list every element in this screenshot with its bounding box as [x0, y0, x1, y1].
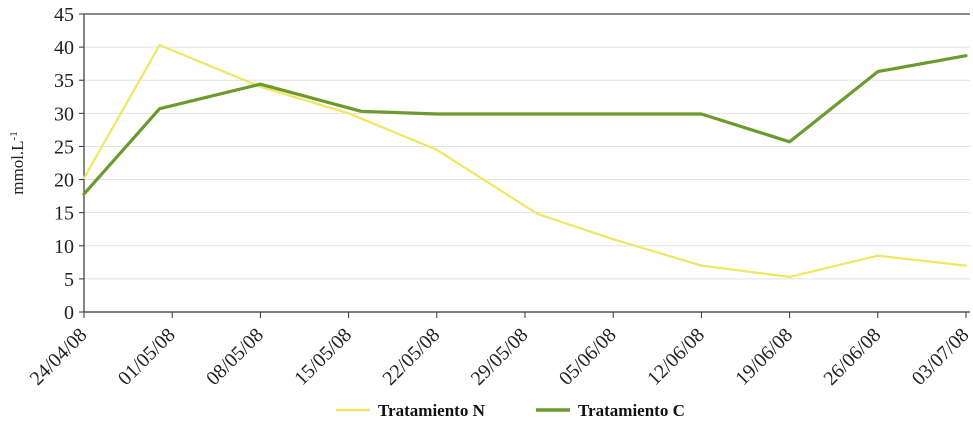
legend-label: Tratamiento C	[578, 401, 685, 420]
y-tick-label: 15	[54, 203, 74, 225]
legend-label: Tratamiento N	[378, 401, 486, 420]
legend: Tratamiento N Tratamiento C	[336, 401, 685, 420]
x-tick-label: 12/06/08	[643, 324, 709, 390]
x-tick-label: 29/05/08	[467, 324, 533, 390]
grid-lines	[84, 13, 970, 280]
y-tick-label: 30	[54, 103, 74, 125]
y-axis-label-unit: mmol.L	[8, 140, 27, 194]
x-tick-label: 08/05/08	[202, 324, 268, 390]
series-line-tratamiento-n	[82, 44, 968, 278]
y-tick-label: 45	[54, 4, 74, 26]
y-tick-label: 0	[64, 302, 74, 324]
y-tick-label: 40	[54, 37, 74, 59]
y-tick-label: 5	[64, 269, 74, 291]
x-tick-label: 26/06/08	[819, 324, 885, 390]
x-tick-label: 01/05/08	[114, 324, 180, 390]
x-tick-label: 03/07/08	[908, 324, 973, 390]
y-tick-label: 35	[54, 70, 74, 92]
y-axis-label-superscript: -1	[8, 131, 20, 140]
x-tick-label: 24/04/08	[26, 324, 92, 390]
x-tick-label: 05/06/08	[555, 324, 621, 390]
x-tick-labels: 24/04/08 01/05/08 08/05/08 15/05/08 22/05/08…	[26, 312, 973, 390]
y-axis-label: mmol.L-1	[8, 131, 27, 194]
x-tick-label: 19/06/08	[731, 324, 797, 390]
y-tick-label: 10	[54, 236, 74, 258]
x-tick-label: 15/05/08	[290, 324, 356, 390]
series-lines	[82, 44, 968, 278]
y-tick-label: 20	[54, 170, 74, 192]
x-tick-label: 22/05/08	[378, 324, 444, 390]
axes	[83, 14, 970, 313]
y-tick-label: 25	[54, 136, 74, 158]
y-tick-labels: 0 5 10 15 20 25 30 35 40 45	[54, 4, 84, 324]
series-line-tratamiento-c	[82, 54, 968, 196]
